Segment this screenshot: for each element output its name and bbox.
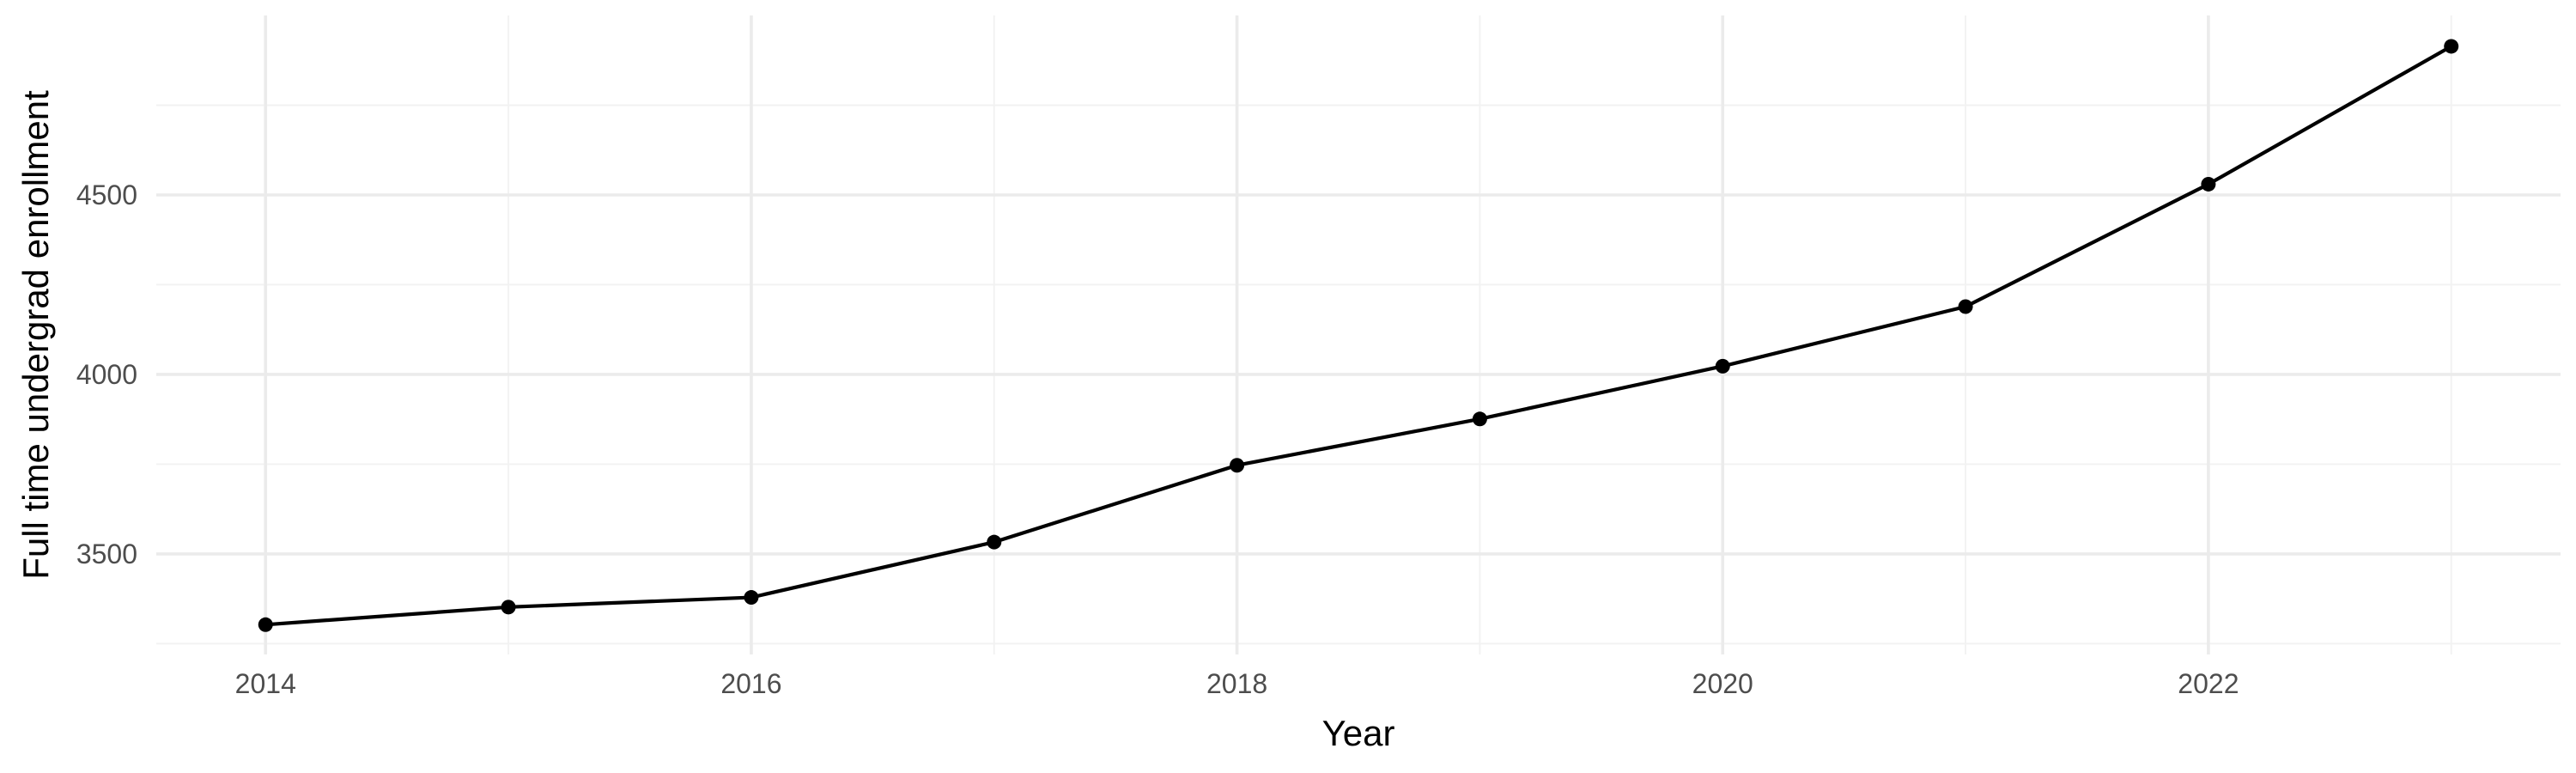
y-tick-labels: 3500 4000 4500 xyxy=(76,180,137,569)
data-point xyxy=(1472,411,1487,427)
data-point xyxy=(1715,358,1730,374)
x-tick-label: 2014 xyxy=(235,668,296,699)
series-line xyxy=(265,45,2452,627)
x-tick-label: 2018 xyxy=(1206,668,1267,699)
data-point xyxy=(258,617,273,632)
minor-gridlines xyxy=(156,15,2561,654)
series-layer xyxy=(258,39,2459,632)
data-point xyxy=(1958,299,1973,314)
y-tick-label: 4000 xyxy=(76,359,137,390)
y-tick-label: 3500 xyxy=(76,539,137,569)
x-tick-label: 2020 xyxy=(1692,668,1753,699)
data-point xyxy=(501,600,516,615)
major-gridlines xyxy=(156,15,2561,654)
x-axis-title: Year xyxy=(1322,713,1395,753)
y-tick-label: 4500 xyxy=(76,180,137,210)
data-point xyxy=(987,534,1002,550)
y-axis-title: Full time undergrad enrollment xyxy=(15,90,56,580)
data-point xyxy=(744,590,759,606)
data-point xyxy=(1230,458,1245,473)
data-point xyxy=(2444,39,2459,54)
x-tick-labels: 2014 2016 2018 2020 2022 xyxy=(235,668,2239,699)
x-tick-label: 2016 xyxy=(720,668,781,699)
data-point xyxy=(2201,176,2216,192)
x-tick-label: 2022 xyxy=(2178,668,2239,699)
